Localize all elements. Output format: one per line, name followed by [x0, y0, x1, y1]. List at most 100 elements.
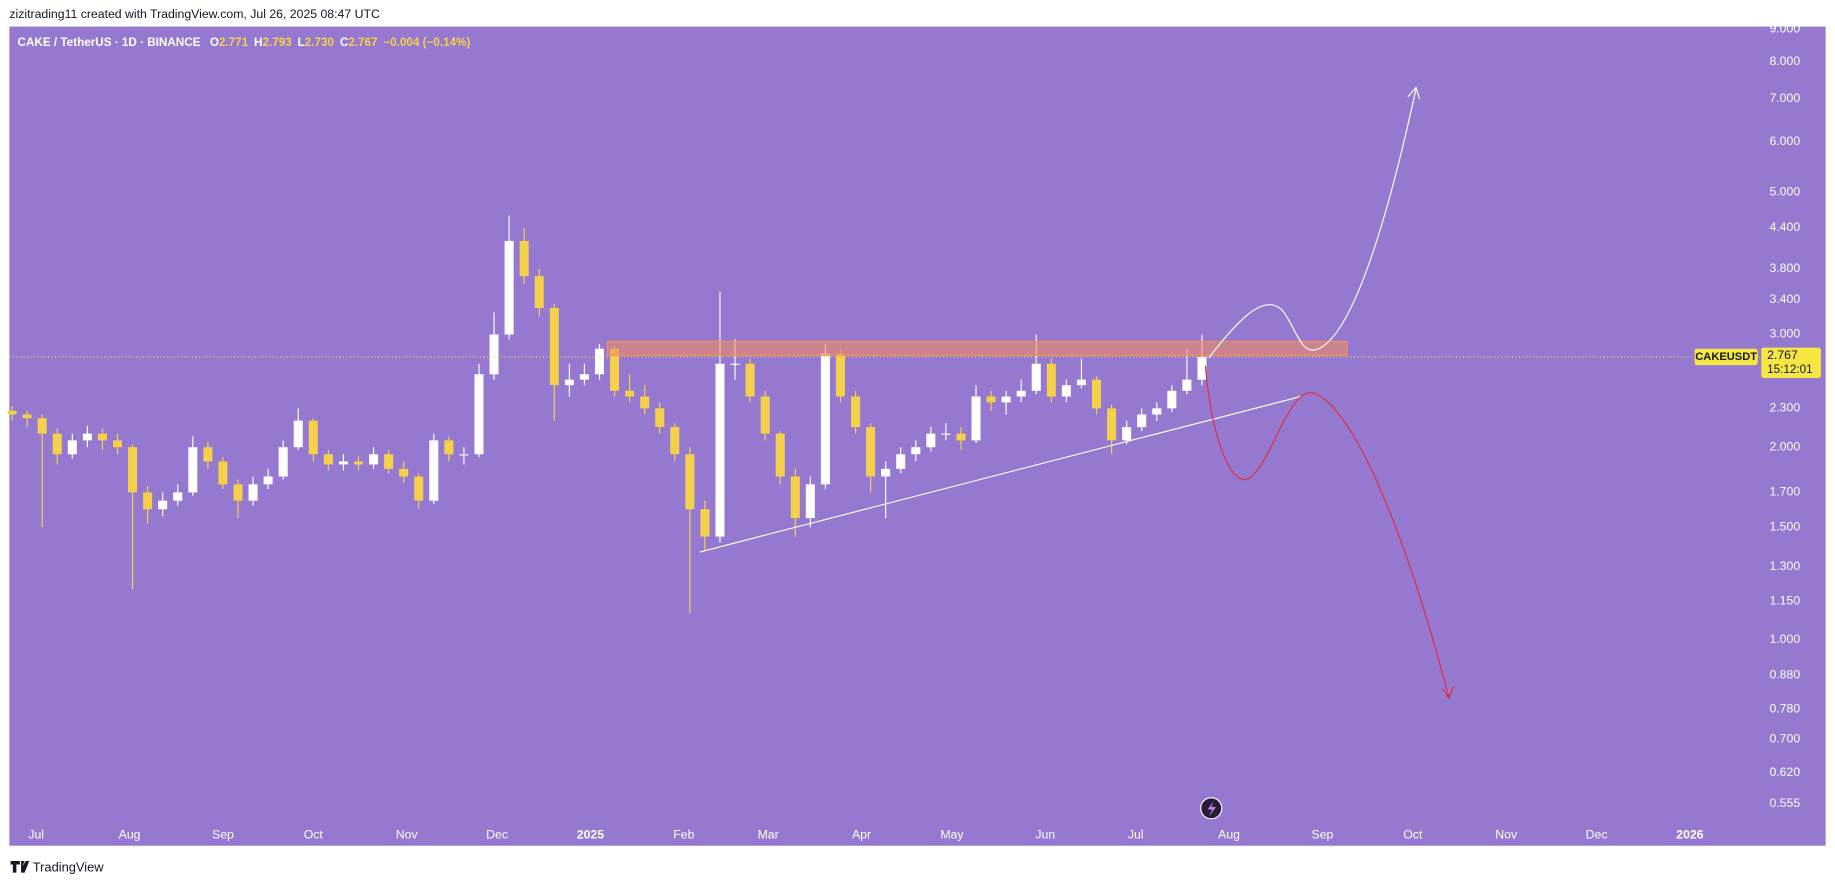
candle-body — [323, 454, 333, 465]
candle-body — [911, 447, 921, 455]
x-tick-label: 2026 — [1676, 827, 1703, 841]
candle-body — [459, 454, 469, 456]
candle-body — [128, 447, 138, 493]
x-tick-label: Jul — [28, 827, 44, 841]
candle-body — [534, 276, 544, 308]
candle-body — [760, 396, 770, 434]
ticker-tag-bg — [1694, 348, 1758, 366]
ticker-tag: CAKEUSDT — [1695, 351, 1757, 363]
candle-body — [881, 468, 891, 477]
y-tick-label: 0.620 — [1769, 765, 1800, 779]
x-tick-label: Nov — [1495, 827, 1518, 841]
candle-body — [158, 500, 168, 510]
y-tick-label: 1.150 — [1769, 593, 1800, 607]
candle-body — [338, 461, 348, 465]
candle-body — [489, 334, 499, 375]
x-tick-label: Sep — [1312, 827, 1334, 841]
x-tick-label: Apr — [852, 827, 871, 841]
y-tick-label: 1.500 — [1769, 519, 1800, 533]
footer: TradingView — [10, 859, 104, 874]
bullish-arrowhead — [1407, 86, 1421, 100]
plot — [7, 215, 1759, 614]
candle-body — [564, 379, 574, 386]
y-tick-label: 4.400 — [1769, 220, 1800, 234]
candle-body — [1016, 390, 1026, 397]
y-tick-label: 7.000 — [1769, 91, 1800, 105]
candle-body — [1152, 408, 1162, 415]
y-tick-label: 6.000 — [1769, 134, 1800, 148]
candle-body — [790, 476, 800, 519]
candle-body — [248, 484, 258, 501]
resistance-zone — [606, 340, 1348, 356]
y-tick-label: 5.000 — [1769, 185, 1800, 199]
candle-body — [986, 396, 996, 403]
candle-body — [1182, 379, 1192, 391]
bullish-projection — [1208, 88, 1417, 359]
candle-body — [203, 447, 213, 462]
candle-body — [1137, 414, 1147, 428]
price-tag: 2.767 — [1767, 348, 1798, 362]
candle-body — [308, 420, 318, 455]
candle-body — [188, 447, 198, 493]
candle-body — [820, 353, 830, 485]
plot-background — [9, 26, 1826, 846]
candle-body — [549, 307, 559, 386]
y-tick-label: 3.000 — [1769, 327, 1800, 341]
candle-body — [625, 390, 635, 397]
x-tick-label: 2025 — [577, 827, 604, 841]
x-tick-label: Jun — [1035, 827, 1055, 841]
y-tick-label: 0.880 — [1769, 668, 1800, 682]
candle-body — [640, 396, 650, 409]
candle-body — [353, 461, 364, 465]
candle-body — [278, 447, 288, 477]
candle-body — [97, 433, 107, 441]
candle-body — [579, 374, 589, 380]
candle-body — [655, 408, 665, 428]
y-tick-label: 0.780 — [1769, 701, 1800, 715]
candle-body — [775, 433, 785, 477]
y-tick-label: 1.000 — [1769, 632, 1800, 646]
x-tick-label: Nov — [396, 827, 419, 841]
candle-body — [1197, 356, 1207, 380]
ohlc-label: H — [254, 36, 262, 49]
lightning — [1207, 801, 1216, 817]
footer-text: TradingView — [33, 859, 104, 874]
y-tick-label: 8.000 — [1769, 54, 1800, 68]
candle-body — [52, 433, 62, 455]
candle-body — [444, 440, 454, 455]
candle-body — [715, 363, 725, 537]
candle-body — [805, 484, 815, 519]
candle-body — [504, 240, 514, 335]
ohlc-label: L — [298, 36, 305, 49]
x-tick-label: Oct — [1403, 827, 1423, 841]
candle-body — [143, 492, 153, 510]
y-tick-label: 2.000 — [1769, 439, 1800, 453]
ohlc-value: 2.793 — [262, 36, 292, 49]
candle-body — [956, 433, 966, 441]
drawings — [606, 86, 1455, 820]
candle-body — [1031, 363, 1041, 391]
bearish-arrowhead — [1442, 686, 1455, 700]
candle-body — [745, 363, 755, 397]
x-tick-label: Mar — [758, 827, 779, 841]
x-tick-label: Dec — [486, 827, 508, 841]
y-tick-label: 3.400 — [1769, 292, 1800, 306]
x-tick-label: Sep — [212, 827, 234, 841]
candle-body — [369, 454, 379, 465]
candle-body — [835, 353, 845, 397]
candle-body — [851, 396, 861, 428]
candle-body — [594, 348, 604, 375]
bearish-projection — [1204, 365, 1450, 698]
candle-body — [866, 427, 876, 477]
candle-body — [1107, 408, 1117, 441]
candle-body — [399, 468, 409, 477]
candle-body — [941, 433, 951, 435]
candle-body — [22, 414, 32, 419]
countdown: 15:12:01 — [1767, 363, 1812, 376]
candle-body — [971, 396, 981, 441]
candle-body — [1001, 396, 1011, 403]
candle-body — [670, 427, 680, 455]
candle-body — [730, 363, 740, 365]
ohlc-value: 2.730 — [305, 36, 335, 49]
